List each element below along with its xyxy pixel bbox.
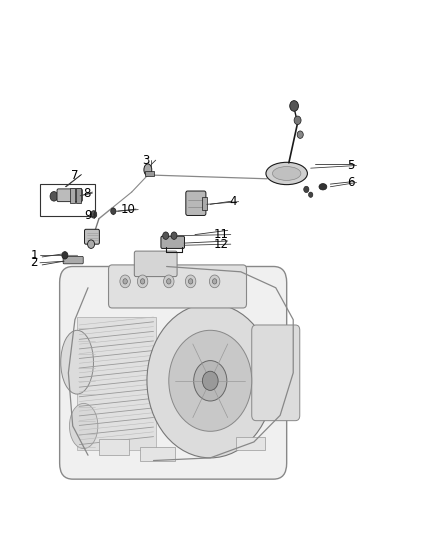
Circle shape [297, 131, 303, 139]
Circle shape [304, 186, 309, 192]
FancyBboxPatch shape [134, 251, 177, 277]
Circle shape [91, 211, 97, 218]
Circle shape [123, 279, 127, 284]
Ellipse shape [144, 164, 152, 175]
Ellipse shape [266, 163, 307, 184]
Text: 9: 9 [84, 209, 92, 222]
Circle shape [163, 275, 174, 288]
Circle shape [188, 279, 193, 284]
Circle shape [138, 275, 148, 288]
FancyBboxPatch shape [57, 189, 82, 201]
Bar [237, 437, 265, 450]
Circle shape [62, 252, 68, 259]
Text: 3: 3 [142, 154, 149, 167]
Circle shape [147, 304, 274, 458]
Ellipse shape [61, 330, 93, 394]
Text: 5: 5 [347, 159, 354, 172]
Bar [201, 197, 207, 209]
Bar [70, 188, 75, 203]
Text: 7: 7 [71, 168, 78, 182]
Ellipse shape [319, 183, 327, 190]
Circle shape [111, 208, 116, 214]
Bar [99, 439, 130, 455]
Bar [77, 317, 155, 450]
Circle shape [88, 240, 95, 248]
Circle shape [209, 275, 220, 288]
Text: 1: 1 [30, 249, 38, 262]
Circle shape [162, 232, 169, 239]
Circle shape [120, 275, 131, 288]
Circle shape [202, 371, 218, 390]
Text: 8: 8 [83, 187, 90, 200]
Bar [141, 447, 175, 461]
FancyBboxPatch shape [60, 266, 287, 479]
FancyBboxPatch shape [252, 325, 300, 421]
Circle shape [50, 191, 58, 201]
Ellipse shape [70, 403, 98, 449]
Circle shape [194, 361, 227, 401]
Text: 4: 4 [229, 195, 237, 208]
FancyBboxPatch shape [186, 191, 206, 215]
Circle shape [141, 279, 145, 284]
Bar [40, 184, 95, 216]
Text: 10: 10 [121, 203, 136, 216]
FancyBboxPatch shape [109, 265, 247, 308]
Circle shape [294, 116, 301, 125]
Circle shape [212, 279, 217, 284]
Circle shape [169, 330, 252, 431]
Text: 6: 6 [347, 176, 354, 189]
Text: 11: 11 [214, 228, 229, 241]
Circle shape [166, 279, 171, 284]
Circle shape [171, 232, 177, 239]
Bar [145, 171, 154, 176]
FancyBboxPatch shape [85, 229, 99, 244]
FancyBboxPatch shape [63, 256, 83, 264]
Circle shape [290, 101, 298, 111]
Text: 12: 12 [214, 238, 229, 251]
Text: 2: 2 [30, 256, 38, 269]
Ellipse shape [272, 166, 301, 180]
FancyBboxPatch shape [161, 236, 184, 248]
Bar [76, 188, 81, 203]
Circle shape [185, 275, 196, 288]
Circle shape [308, 192, 313, 197]
